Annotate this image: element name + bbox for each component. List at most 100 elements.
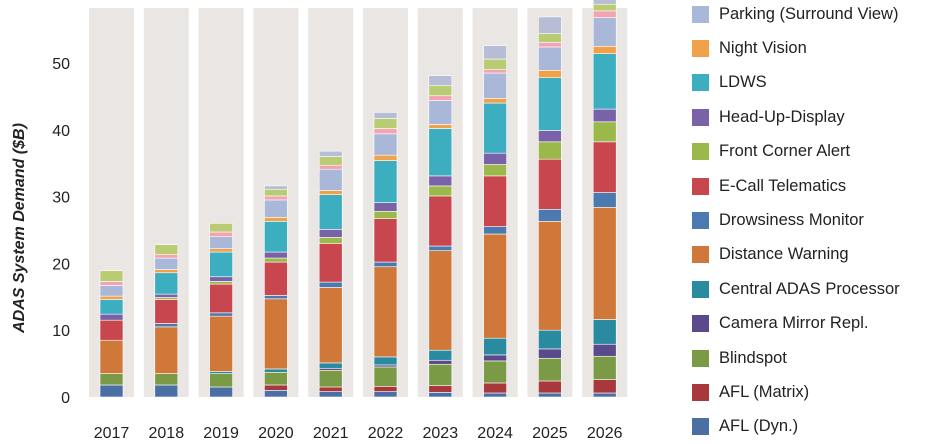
y-tick-label: 30: [52, 190, 70, 207]
legend-item: LDWS: [692, 72, 767, 94]
legend-item: Central ADAS Processor: [692, 278, 900, 300]
bar-segment: [99, 319, 124, 341]
x-tick-label: 2026: [587, 425, 623, 442]
bar-segment: [538, 357, 562, 382]
x-tick-label: 2021: [313, 425, 349, 442]
bar-segment: [592, 141, 617, 193]
bar-segment: [318, 391, 343, 398]
y-tick-label: 40: [52, 123, 70, 140]
bar-segment: [538, 130, 562, 143]
bar-segment: [209, 276, 233, 282]
bar-segment: [99, 270, 124, 282]
legend-item: Head-Up-Display: [692, 106, 845, 128]
bar-segment: [318, 369, 343, 388]
bar-segment: [318, 362, 343, 369]
bar-segment: [592, 379, 617, 394]
bar-segment: [428, 100, 453, 125]
bar-segment: [264, 261, 288, 296]
bar-segment: [264, 251, 288, 259]
legend-label: Front Corner Alert: [719, 142, 851, 161]
bar-segment: [538, 141, 562, 160]
bar-segment: [428, 185, 453, 197]
bar-segment: [209, 315, 233, 372]
bar-segment: [154, 293, 179, 298]
y-tick-label: 20: [52, 256, 70, 273]
bar-segment: [373, 261, 398, 268]
bar-segment: [209, 283, 233, 314]
bar-segment: [373, 202, 398, 212]
bar-segment: [592, 206, 617, 320]
legend-label: Head-Up-Display: [719, 107, 845, 126]
bar-segment: [318, 287, 343, 364]
bar-segment: [483, 354, 507, 362]
legend-item: Night Vision: [692, 37, 807, 59]
bar-segment: [264, 390, 288, 398]
bar-segment: [373, 364, 398, 368]
bar-segment: [483, 164, 507, 177]
bar-segment: [264, 188, 288, 197]
bar-segment: [538, 70, 562, 78]
bar-segment: [428, 385, 453, 393]
bar-segment: [428, 75, 453, 87]
bar-segment: [264, 217, 288, 222]
bar-segment: [373, 210, 398, 219]
bar-segment: [428, 128, 453, 177]
x-tick-label: 2018: [149, 425, 185, 442]
bar-segment: [373, 386, 398, 392]
legend-item: Drowsiness Monitor: [692, 209, 864, 231]
bar-segment: [264, 384, 288, 391]
x-tick-label: 2024: [477, 425, 513, 442]
bar-segment: [483, 360, 507, 384]
bar-segment: [264, 221, 288, 253]
legend-label: Distance Warning: [719, 245, 849, 264]
bar-segment: [209, 251, 233, 278]
bar-segment: [373, 356, 398, 366]
bar-segment: [483, 58, 507, 70]
bar-segment: [373, 133, 398, 156]
x-tick-label: 2022: [368, 425, 404, 442]
legend-label: LDWS: [719, 73, 767, 92]
bar-segment: [373, 154, 398, 161]
bar-segment: [264, 199, 288, 218]
x-tick-label: 2019: [203, 425, 239, 442]
y-tick-label: 50: [52, 56, 70, 73]
bar-segment: [428, 359, 453, 365]
bar-segments: [99, 0, 617, 398]
bar-segment: [154, 269, 179, 274]
bar-segment: [209, 371, 233, 374]
bar-segment: [592, 343, 617, 357]
legend-label: Camera Mirror Repl.: [719, 314, 869, 333]
bar-segment: [154, 299, 179, 324]
legend-swatch: [692, 418, 709, 436]
bar-segment: [483, 69, 507, 74]
bar-segment: [538, 16, 562, 34]
bar-segment: [373, 118, 398, 129]
legend-item: E-Call Telematics: [692, 175, 846, 197]
bar-segment: [483, 72, 507, 99]
bar-segment: [264, 185, 288, 190]
legend: Parking (Surround View) Night Vision LDWS H…: [692, 0, 937, 444]
bar-segment: [592, 355, 617, 380]
bar-segment: [209, 223, 233, 233]
legend-swatch: [692, 143, 709, 161]
x-tick-label: 2017: [94, 425, 130, 442]
bar-segment: [99, 313, 124, 321]
bar-segment: [483, 102, 507, 154]
y-tick-label: 10: [52, 323, 70, 340]
bar-segment: [209, 231, 233, 237]
legend-label: E-Call Telematics: [719, 176, 847, 195]
x-tick-label: 2020: [258, 425, 294, 442]
y-axis-ticks: 0 10 20 30 40 50: [52, 56, 70, 407]
legend-label: AFL (Matrix): [719, 382, 810, 401]
bar-segment: [538, 41, 562, 48]
legend-item: Camera Mirror Repl.: [692, 313, 868, 335]
bar-segment: [538, 46, 562, 71]
bar-segment: [154, 244, 179, 256]
bar-segment: [99, 281, 124, 286]
bar-segment: [538, 158, 562, 210]
legend-swatch: [692, 349, 709, 367]
bar-segment: [318, 386, 343, 392]
legend-swatch: [692, 211, 709, 229]
legend-swatch: [692, 383, 709, 401]
bar-segment: [99, 295, 124, 300]
